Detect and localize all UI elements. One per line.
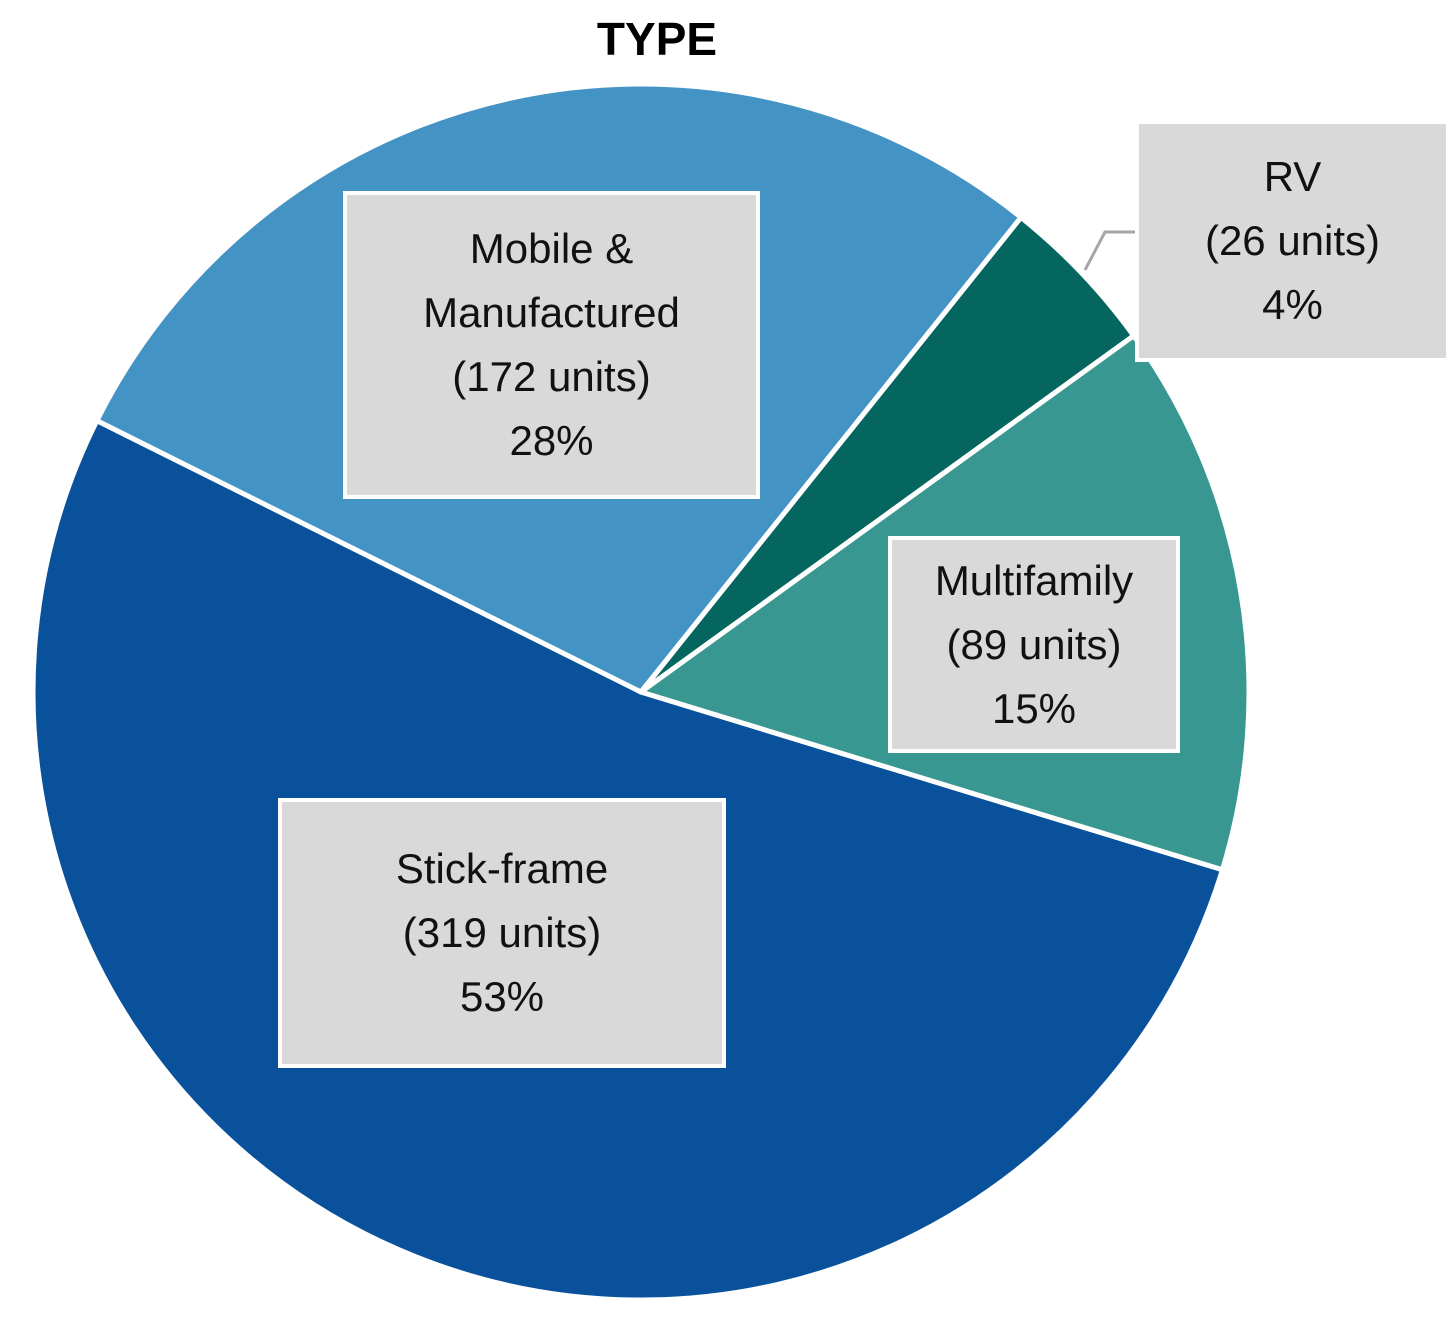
- unit-label: (319 units): [402, 909, 602, 956]
- percent-label: 28%: [509, 417, 594, 464]
- slice-name: Stick-frame: [395, 845, 609, 892]
- slice-name: Multifamily: [934, 556, 1134, 604]
- data-label: Mobile & Manufactured (172 units) 28%: [343, 191, 760, 499]
- data-label: Multifamily (89 units) 15%: [888, 536, 1180, 753]
- chart-title: TYPE: [596, 13, 718, 65]
- percent-label: 15%: [991, 684, 1077, 732]
- unit-label: (172 units): [452, 353, 651, 400]
- slice-name: RV: [1263, 153, 1322, 200]
- slice-name: Mobile & Manufactured: [423, 225, 680, 336]
- percent-label: 4%: [1262, 281, 1323, 328]
- data-label: Stick-frame (319 units) 53%: [278, 798, 726, 1068]
- unit-label: (89 units): [946, 620, 1122, 668]
- percent-label: 53%: [459, 973, 545, 1020]
- data-label: RV (26 units) 4%: [1135, 120, 1450, 362]
- leader-line: [1083, 230, 1137, 271]
- unit-label: (26 units): [1204, 217, 1381, 264]
